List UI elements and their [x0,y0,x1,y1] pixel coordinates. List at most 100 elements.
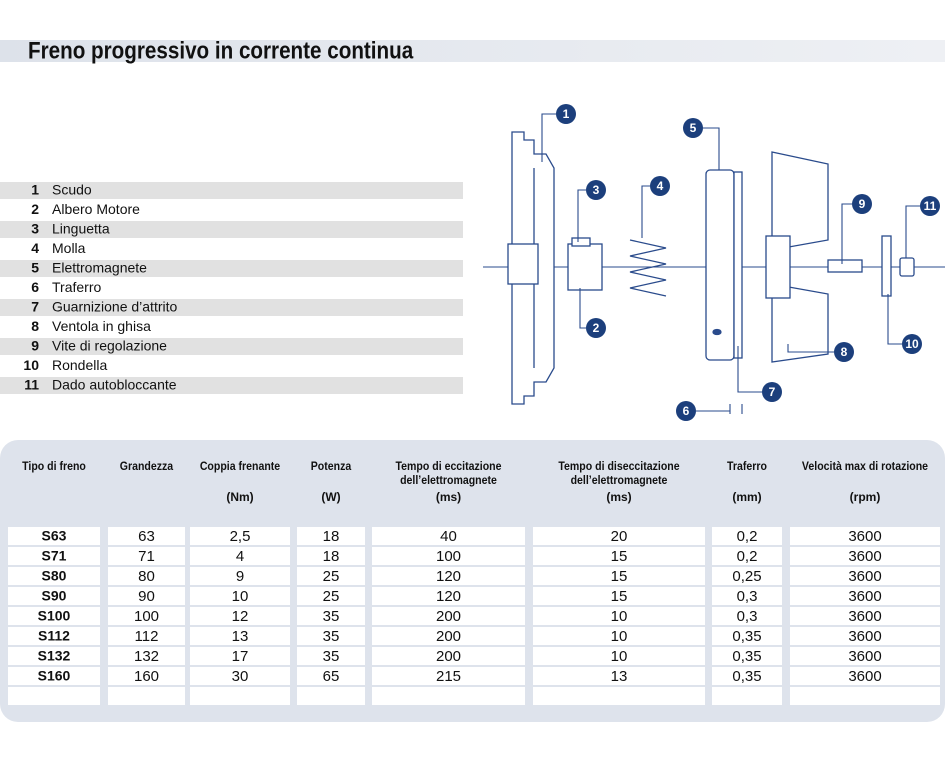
table-cell [108,687,185,705]
table-value: 0,3 [737,588,758,605]
table-cell [372,527,525,545]
table-cell [190,527,290,545]
key [571,237,591,247]
column-header: dell’elettromagnete [400,475,497,488]
nut [899,257,915,277]
table-value: 0,35 [732,648,761,665]
column-unit: (rpm) [850,490,881,504]
friction-plate [733,171,743,359]
table-value: 10 [232,588,249,605]
table-value: 100 [134,608,159,625]
table-cell [297,627,365,645]
table-cell [790,567,940,585]
table-value: 0,2 [737,528,758,545]
shield-hub [507,243,539,285]
table-value: 35 [323,628,340,645]
column-unit: (mm) [732,490,761,504]
table-cell [372,587,525,605]
table-cell [8,687,100,705]
table-cell [190,567,290,585]
table-cell [712,687,782,705]
table-cell [712,647,782,665]
column-header: Tempo di diseccitazione [558,461,679,474]
table-value: 17 [232,648,249,665]
title-bar [0,40,945,62]
table-cell [712,607,782,625]
table-value: 200 [436,648,461,665]
table-value: 13 [611,668,628,685]
table-value: 3600 [848,648,881,665]
table-value: 120 [436,588,461,605]
callout-number: 3 [593,183,600,197]
part-number: 9 [31,338,39,354]
table-value: 0,2 [737,548,758,565]
callout [556,104,576,124]
part-label: Albero Motore [52,201,140,217]
table-value: 15 [611,568,628,585]
table-cell [108,627,185,645]
table-cell [108,567,185,585]
part-row-bg [0,221,463,238]
brake-type: S71 [42,548,67,564]
column-header: Coppia frenante [200,461,280,474]
table-cell [712,587,782,605]
table-value: 15 [611,588,628,605]
part-number: 8 [31,318,39,334]
callout [762,382,782,402]
table-value: 120 [436,568,461,585]
table-value: 30 [232,668,249,685]
table-value: 3600 [848,588,881,605]
table-value: 71 [138,548,155,565]
table-cell [8,647,100,665]
brake-type: S63 [42,528,67,544]
column-header: Traferro [727,461,767,474]
column-unit: (ms) [436,490,461,504]
callout-number: 8 [841,345,848,359]
table-value: 25 [323,568,340,585]
table-cell [533,647,705,665]
part-label: Dado autobloccante [52,377,177,393]
table-cell [297,647,365,665]
table-value: 4 [236,548,244,565]
table-value: 0,25 [732,568,761,585]
callout [834,342,854,362]
table-value: 215 [436,668,461,685]
callout [650,176,670,196]
brake-type: S160 [38,668,71,684]
table-value: 10 [611,628,628,645]
brake-type: S100 [38,608,71,624]
table-cell [533,547,705,565]
part-label: Molla [52,240,86,256]
table-cell [372,547,525,565]
table-cell [533,607,705,625]
brake-type: S80 [42,568,67,584]
callout [683,118,703,138]
table-value: 200 [436,608,461,625]
part-row-bg [0,260,463,277]
column-header: dell’elettromagnete [571,475,668,488]
column-unit: (Nm) [226,490,253,504]
brake-type: S132 [38,648,71,664]
table-cell [372,687,525,705]
table-value: 25 [323,588,340,605]
part-number: 4 [31,240,39,256]
table-cell [372,607,525,625]
table-cell [8,627,100,645]
table-value: 3600 [848,548,881,565]
column-header: Grandezza [120,461,174,474]
table-cell [533,587,705,605]
table-value: 3600 [848,628,881,645]
table-value: 2,5 [230,528,251,545]
callout-number: 5 [690,121,697,135]
table-cell [790,547,940,565]
column-header: Tipo di freno [22,461,86,474]
callout [586,180,606,200]
table-cell [297,567,365,585]
table-cell [790,627,940,645]
table-cell [533,567,705,585]
table-value: 112 [135,628,159,645]
table-cell [8,607,100,625]
table-cell [190,647,290,665]
part-row-bg [0,299,463,316]
fan-hub [765,235,791,299]
